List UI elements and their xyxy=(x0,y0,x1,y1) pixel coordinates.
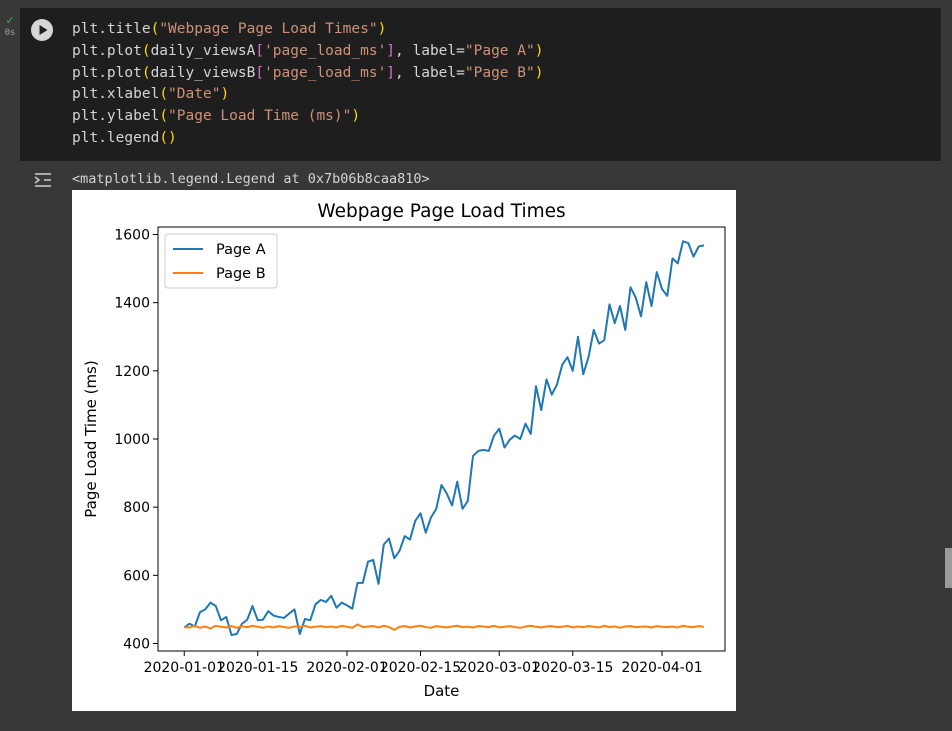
plot-area-frame xyxy=(157,226,726,652)
code-line: plt.plot(daily_viewsB['page_load_ms'], l… xyxy=(72,63,543,85)
code-token: , label= xyxy=(395,42,465,59)
code-token: "Webpage Page Load Times" xyxy=(159,21,378,37)
code-line: plt.legend() xyxy=(72,128,543,150)
code-token: plt.title xyxy=(72,21,151,37)
play-icon xyxy=(39,25,48,35)
y-tick-label: 1400 xyxy=(114,296,150,312)
x-tick-label: 2020-02-15 xyxy=(380,660,461,676)
code-line: plt.xlabel("Date") xyxy=(72,84,543,106)
code-token: ( xyxy=(141,42,151,59)
code-line: plt.plot(daily_viewsA['page_load_ms'], l… xyxy=(72,41,543,63)
code-token: [ xyxy=(255,42,265,59)
output-toggle-button[interactable] xyxy=(32,171,54,189)
code-token: plt.xlabel xyxy=(72,86,160,103)
y-tick-label: 1000 xyxy=(114,432,150,448)
code-token: "Page B" xyxy=(464,64,535,81)
scrollbar-thumb[interactable] xyxy=(945,548,952,588)
code-token: daily_viewsA xyxy=(150,42,256,59)
code-token: 'page_load_ms' xyxy=(264,42,387,59)
code-token: "Date" xyxy=(168,86,221,103)
plot-output: Webpage Page Load Times 400 600 800 1000 1200… xyxy=(72,190,736,711)
code-token: plt.ylabel xyxy=(72,108,160,125)
x-axis-label: Date xyxy=(424,682,460,700)
series-line-page-b xyxy=(184,623,705,631)
legend-box xyxy=(164,233,278,289)
execution-status: ✓ 0s xyxy=(0,13,20,38)
code-line: plt.title("Webpage Page Load Times") xyxy=(72,19,543,41)
code-token: 'page_load_ms' xyxy=(264,64,387,81)
x-tick-label: 2020-01-01 xyxy=(144,660,225,676)
x-tick-label: 2020-02-01 xyxy=(306,660,387,676)
code-token: ) xyxy=(534,42,544,59)
code-token: ] xyxy=(386,64,396,81)
code-token: [ xyxy=(255,64,265,81)
y-axis-label: Page Load Time (ms) xyxy=(82,360,100,517)
chart-title: Webpage Page Load Times xyxy=(317,201,565,222)
code-token: , label= xyxy=(395,64,465,81)
code-token: ( xyxy=(159,86,169,103)
code-token: () xyxy=(159,129,177,146)
code-token: ) xyxy=(351,108,361,125)
execution-time: 0s xyxy=(4,28,16,38)
code-token: ) xyxy=(377,21,387,37)
code-token: plt.plot xyxy=(72,64,142,81)
legend-label: Page A xyxy=(216,242,266,258)
series-line-page-a xyxy=(183,240,705,636)
x-tick-label: 2020-03-15 xyxy=(532,660,613,676)
output-icon xyxy=(34,173,51,187)
code-token: ) xyxy=(534,64,544,81)
line-chart: Webpage Page Load Times 400 600 800 1000 1200… xyxy=(82,201,726,700)
code-token: daily_viewsB xyxy=(150,64,256,81)
y-tick-label: 800 xyxy=(123,500,150,516)
y-tick-label: 400 xyxy=(123,637,150,653)
code-token: plt.plot xyxy=(72,42,142,59)
y-tick-label: 1600 xyxy=(114,227,150,243)
y-tick-label: 600 xyxy=(123,568,150,584)
x-tick-label: 2020-04-01 xyxy=(621,660,702,676)
code-editor[interactable]: plt.title("Webpage Page Load Times") plt.… xyxy=(72,19,543,150)
code-token: ] xyxy=(386,42,396,59)
legend-label: Page B xyxy=(216,266,266,282)
code-token: "Page Load Time (ms)" xyxy=(168,108,352,125)
code-token: ( xyxy=(150,21,160,37)
code-token: "Page A" xyxy=(464,42,535,59)
code-token: ( xyxy=(159,108,169,125)
code-token: ) xyxy=(220,86,230,103)
x-tick-label: 2020-03-01 xyxy=(459,660,540,676)
y-tick-label: 1200 xyxy=(114,364,150,380)
code-token: plt.legend xyxy=(72,129,160,146)
output-text: <matplotlib.legend.Legend at 0x7b06b8caa… xyxy=(72,171,430,187)
code-cell[interactable]: plt.title("Webpage Page Load Times") plt.… xyxy=(20,8,941,161)
x-tick-label: 2020-01-15 xyxy=(217,660,298,676)
check-icon: ✓ xyxy=(6,13,14,28)
code-token: ( xyxy=(141,64,151,81)
code-line: plt.ylabel("Page Load Time (ms)") xyxy=(72,106,543,128)
run-cell-button[interactable] xyxy=(31,19,53,41)
